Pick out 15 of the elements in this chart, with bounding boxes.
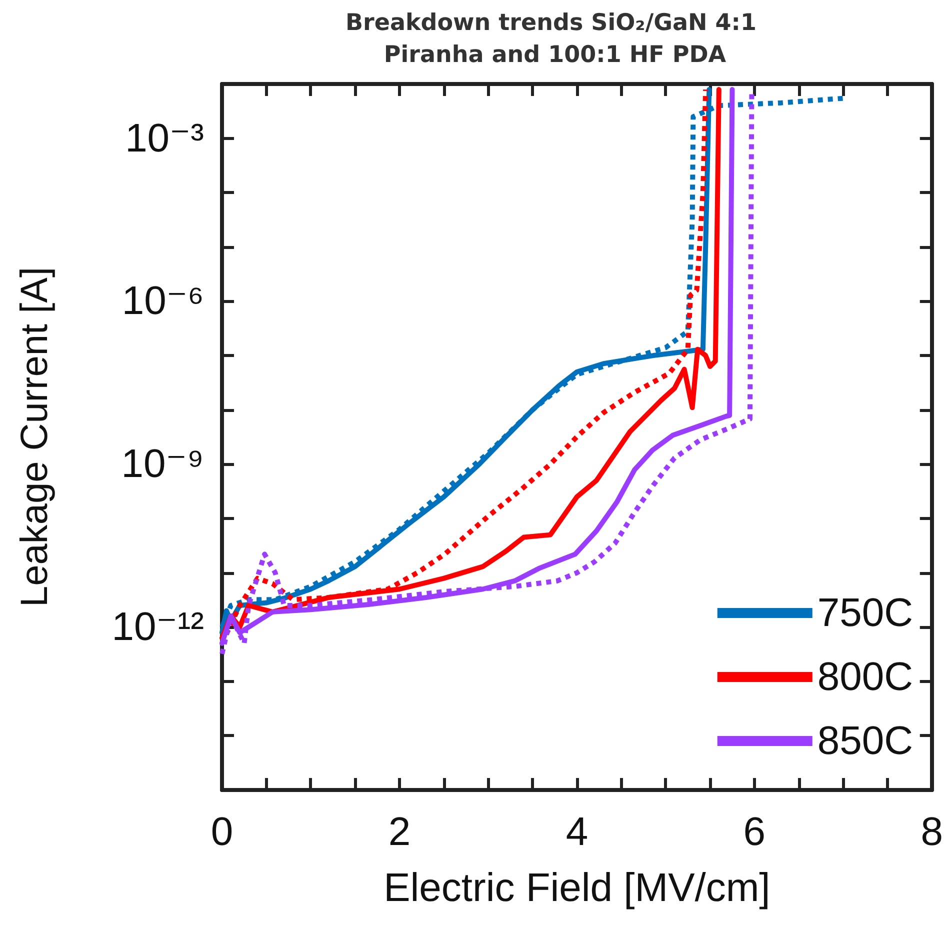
y-tick-label: 10⁻³: [125, 116, 204, 160]
y-tick-label: 10⁻¹²: [112, 605, 204, 650]
x-tick-label: 4: [566, 810, 588, 854]
x-tick-label: 8: [920, 810, 943, 854]
y-axis-title: Leakage Current [A]: [14, 266, 56, 608]
legend-label: 850C: [817, 719, 913, 763]
x-tick-label: 2: [388, 810, 411, 854]
legend-label: 800C: [817, 655, 913, 699]
y-tick-label: 10⁻⁹: [121, 442, 204, 486]
x-tick-label: 6: [743, 810, 766, 854]
chart-title: Breakdown trends SiO₂/GaN 4:1 Piranha and 100:1 HF PDA: [346, 10, 764, 68]
legend-label: 750C: [817, 591, 913, 635]
x-axis-title: Electric Field [MV/cm]: [384, 866, 770, 910]
y-tick-label: 10⁻⁶: [122, 279, 204, 324]
x-tick-label: 0: [210, 810, 234, 854]
